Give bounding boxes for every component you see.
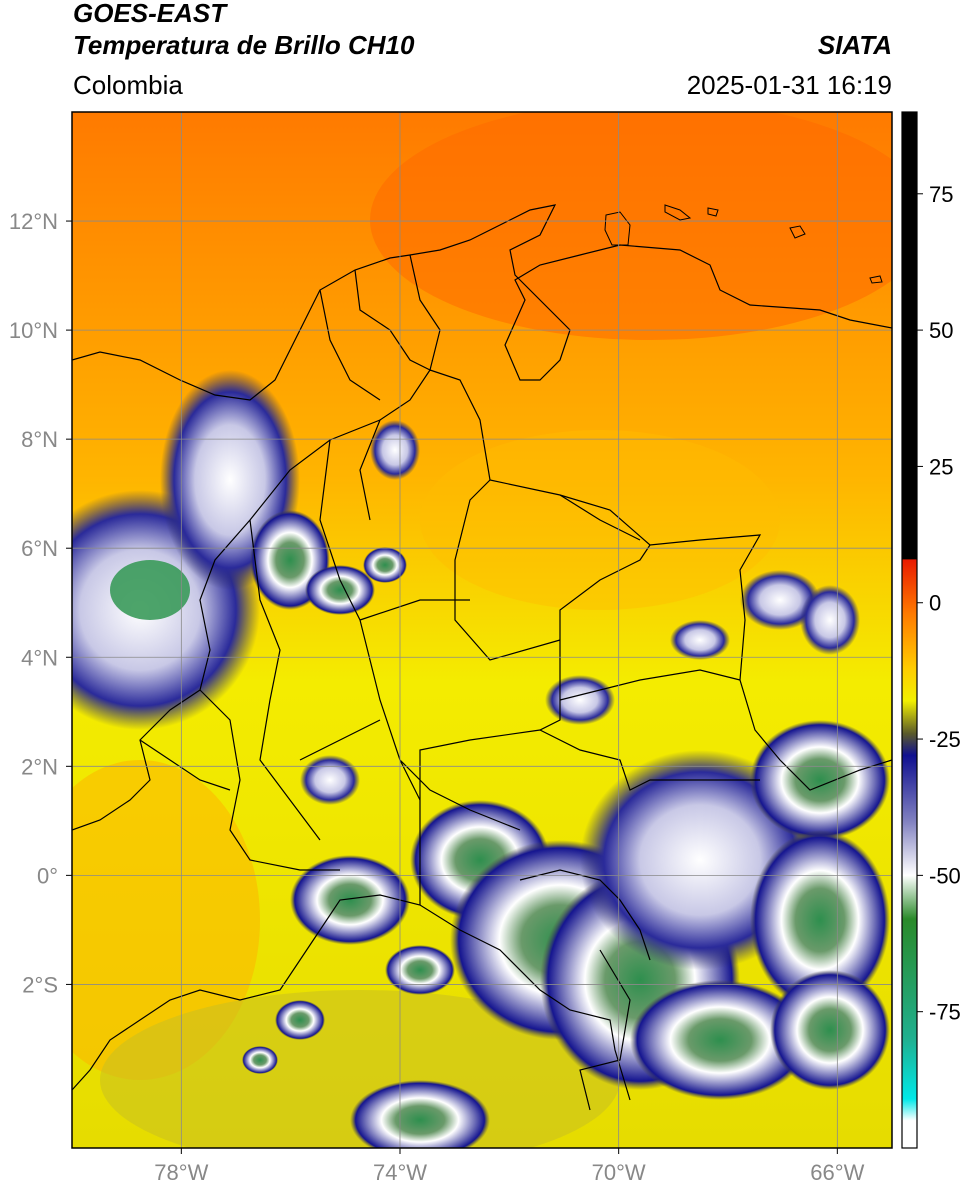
timestamp: 2025-01-31 16:19: [686, 70, 892, 100]
lon-tick-label: 74°W: [373, 1160, 427, 1185]
brightness-field: [72, 112, 892, 1148]
colorbar-tick-label: 25: [929, 454, 953, 479]
lon-tick-label: 78°W: [154, 1160, 208, 1185]
satellite-title: GOES-EAST: [73, 0, 227, 28]
latitude-ticks: 12°N 10°N 8°N 6°N 4°N 2°N 0° 2°S: [9, 209, 72, 997]
lat-tick-label: 4°N: [21, 645, 58, 670]
brand-label: SIATA: [817, 30, 892, 60]
colorbar-tick-label: -50: [929, 863, 961, 888]
colorbar-tick-label: 75: [929, 182, 953, 207]
gridlines: [72, 112, 892, 1148]
lon-tick-label: 70°W: [592, 1160, 646, 1185]
lat-tick-label: 2°S: [22, 972, 58, 997]
lat-tick-label: 12°N: [9, 209, 58, 234]
colorbar: [901, 111, 918, 1149]
lon-tick-label: 66°W: [810, 1160, 864, 1185]
borders: [72, 204, 892, 1111]
region-label: Colombia: [73, 70, 183, 100]
colorbar-ticks: 75 50 25 0 -25 -50 -75: [917, 182, 961, 1025]
lat-tick-label: 6°N: [21, 536, 58, 561]
plot-frame: [71, 111, 893, 1149]
longitude-ticks: 78°W 74°W 70°W 66°W: [154, 1148, 865, 1185]
lat-tick-label: 10°N: [9, 318, 58, 343]
colorbar-tick-label: 50: [929, 318, 953, 343]
islands: [604, 204, 883, 284]
lat-tick-label: 0°: [37, 863, 58, 888]
colorbar-tick-label: 0: [929, 591, 941, 616]
colorbar-tick-label: -25: [929, 727, 961, 752]
product-title: Temperatura de Brillo CH10: [73, 30, 415, 60]
colorbar-tick-label: -75: [929, 1000, 961, 1025]
lat-tick-label: 2°N: [21, 754, 58, 779]
lat-tick-label: 8°N: [21, 427, 58, 452]
